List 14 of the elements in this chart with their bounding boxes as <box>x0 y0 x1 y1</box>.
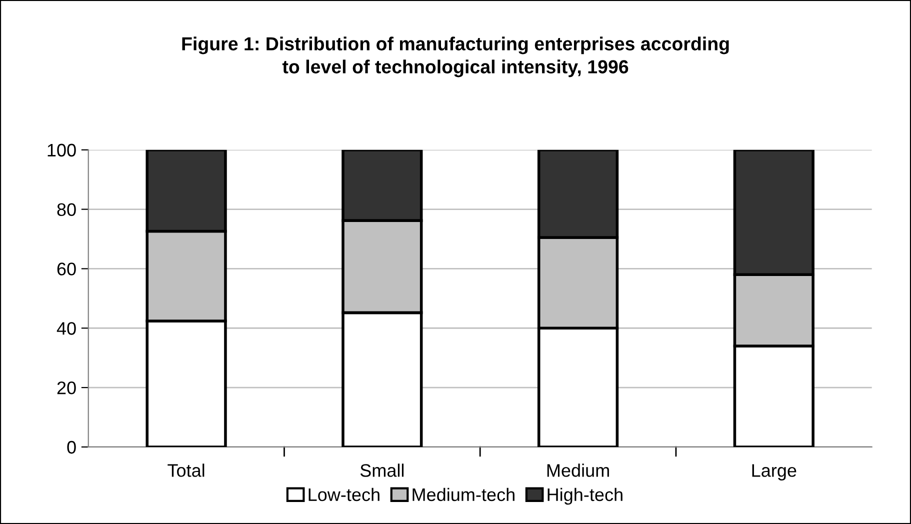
x-tick-label: Medium <box>547 464 609 477</box>
y-tick-label: 20 <box>57 381 76 394</box>
legend-label: Medium-tech <box>412 488 514 502</box>
y-tick-label: 0 <box>67 440 76 454</box>
x-tick-label: Large <box>752 464 796 480</box>
chart-title: Figure 1: Distribution of manufacturing enterprises according to level of technological intensity, 1996 <box>182 36 729 78</box>
y-tick-label: 100 <box>48 144 76 157</box>
y-tick-label: 40 <box>56 322 76 335</box>
x-tick-label: Total <box>168 464 204 477</box>
y-tick-label: 80 <box>57 203 76 216</box>
x-tick-label: Small <box>360 464 404 477</box>
legend-label: Low-tech <box>308 488 380 502</box>
y-tick-label: 60 <box>57 262 76 276</box>
legend-label: High-tech <box>548 488 622 505</box>
